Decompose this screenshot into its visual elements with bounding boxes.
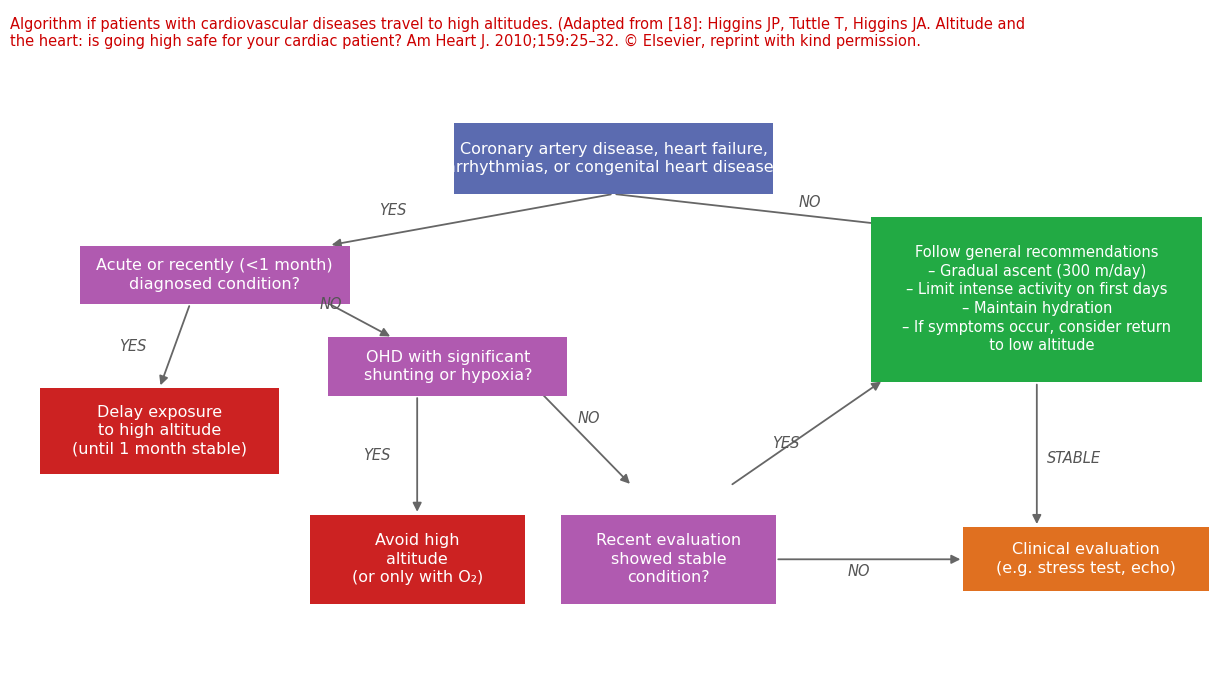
FancyBboxPatch shape — [871, 216, 1202, 382]
Text: Delay exposure
to high altitude
(until 1 month stable): Delay exposure to high altitude (until 1… — [72, 405, 247, 457]
Text: YES: YES — [772, 435, 799, 451]
FancyBboxPatch shape — [80, 245, 350, 304]
Text: OHD with significant
shunting or hypoxia?: OHD with significant shunting or hypoxia… — [363, 350, 533, 384]
Text: NO: NO — [799, 195, 821, 210]
FancyBboxPatch shape — [310, 515, 525, 604]
FancyBboxPatch shape — [562, 515, 777, 604]
Text: NO: NO — [578, 411, 600, 426]
FancyBboxPatch shape — [328, 337, 567, 396]
Text: YES: YES — [379, 203, 406, 218]
Text: Algorithm if patients with cardiovascular diseases travel to high altitudes. (Ad: Algorithm if patients with cardiovascula… — [10, 17, 1025, 50]
Text: Follow general recommendations
– Gradual ascent (300 m/day)
– Limit intense acti: Follow general recommendations – Gradual… — [902, 245, 1172, 353]
Text: YES: YES — [363, 447, 390, 463]
Text: NO: NO — [848, 564, 870, 579]
Text: NO: NO — [320, 296, 342, 311]
Text: Avoid high
altitude
(or only with O₂): Avoid high altitude (or only with O₂) — [352, 533, 482, 585]
Text: Recent evaluation
showed stable
condition?: Recent evaluation showed stable conditio… — [596, 533, 741, 585]
Text: YES: YES — [119, 339, 146, 354]
Text: Acute or recently (<1 month)
diagnosed condition?: Acute or recently (<1 month) diagnosed c… — [97, 258, 333, 292]
Text: STABLE: STABLE — [1047, 451, 1101, 466]
FancyBboxPatch shape — [963, 527, 1209, 592]
FancyBboxPatch shape — [454, 123, 773, 194]
Text: Clinical evaluation
(e.g. stress test, echo): Clinical evaluation (e.g. stress test, e… — [996, 543, 1175, 576]
Text: Coronary artery disease, heart failure,
arrhythmias, or congenital heart disease: Coronary artery disease, heart failure, … — [445, 141, 782, 175]
FancyBboxPatch shape — [39, 388, 279, 473]
